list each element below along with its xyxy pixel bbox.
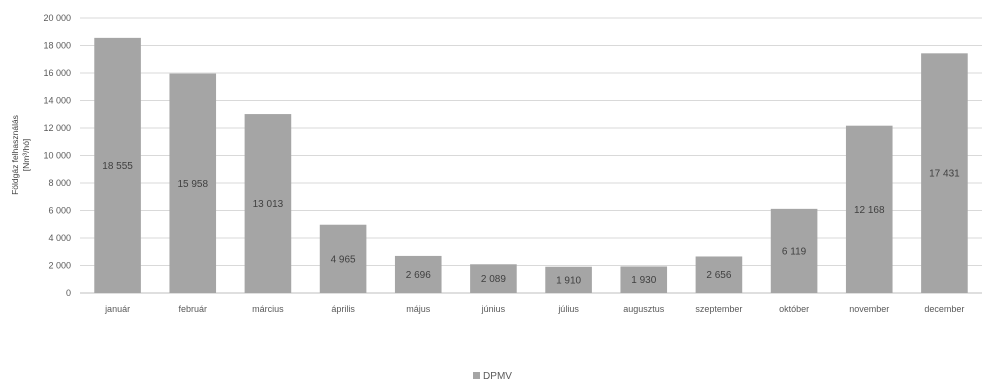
bar-december	[921, 53, 968, 294]
y-tick-label: 0	[66, 288, 71, 298]
x-tick-label: május	[406, 304, 431, 314]
x-tick-label: október	[779, 304, 809, 314]
data-label: 1 910	[556, 275, 581, 286]
x-tick-label: június	[481, 304, 506, 314]
data-label: 2 656	[706, 270, 731, 281]
data-label: 4 965	[331, 254, 356, 265]
bar-augusztus	[620, 266, 668, 293]
y-axis-label: Földgáz felhasználás [Nm³/hó]	[10, 115, 31, 195]
data-label: 2 089	[481, 274, 506, 285]
legend-swatch	[473, 372, 481, 379]
y-tick-label: 18 000	[43, 41, 71, 51]
bar-január	[94, 37, 141, 294]
data-label: 18 555	[102, 161, 133, 172]
y-tick-label: 10 000	[43, 151, 71, 161]
y-tick-label: 4 000	[48, 233, 71, 243]
x-tick-label: március	[252, 304, 284, 314]
data-label: 17 431	[929, 169, 960, 180]
bar-május	[394, 255, 442, 293]
x-tick-label: november	[849, 304, 889, 314]
x-tick-label: július	[557, 304, 579, 314]
data-label: 2 696	[406, 270, 431, 281]
y-tick-label: 8 000	[48, 178, 71, 188]
data-label: 1 930	[631, 275, 656, 286]
x-tick-label: február	[178, 304, 207, 314]
bar-október	[770, 208, 818, 293]
x-axis-ticks: január február március április május június jú…	[104, 304, 964, 314]
bar-június	[470, 264, 517, 293]
x-tick-label: december	[924, 304, 964, 314]
data-label: 6 119	[782, 246, 807, 257]
bar-március	[244, 114, 292, 293]
y-tick-label: 6 000	[48, 206, 71, 216]
data-label: 13 013	[253, 199, 284, 210]
gridlines	[80, 17, 982, 294]
y-axis-label-line2: [Nm³/hó]	[21, 139, 31, 172]
x-tick-label: április	[331, 304, 355, 314]
bar-november	[845, 125, 893, 293]
data-labels: 18 555 15 958 13 013 4 965 2 696 2 089 1 910 1 …	[102, 161, 960, 286]
y-tick-label: 2 000	[48, 261, 71, 271]
x-tick-label: augusztus	[623, 304, 665, 314]
bar-február	[169, 73, 217, 293]
y-axis-label-line1: Földgáz felhasználás	[10, 115, 20, 195]
y-tick-label: 20 000	[43, 13, 71, 23]
x-tick-label: január	[104, 304, 130, 314]
data-label: 15 958	[177, 179, 208, 190]
legend: DPMV	[0, 371, 985, 382]
bars	[94, 37, 968, 294]
y-tick-label: 16 000	[43, 68, 71, 78]
x-tick-label: szeptember	[695, 304, 742, 314]
y-axis-ticks: 0 2 000 4 000 6 000 8 000 10 000 12 000 14 000 1…	[43, 13, 71, 298]
bar-április	[319, 224, 367, 293]
y-tick-label: 14 000	[43, 96, 71, 106]
legend-label: DPMV	[483, 371, 512, 382]
bar-szeptember	[695, 256, 743, 293]
data-label: 12 168	[854, 205, 885, 216]
y-tick-label: 12 000	[43, 123, 71, 133]
bar-július	[545, 266, 592, 293]
